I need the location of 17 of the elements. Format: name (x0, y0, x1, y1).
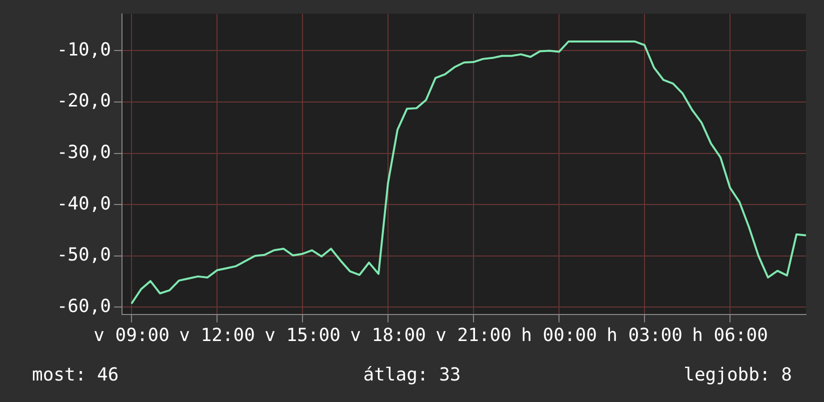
text: most: 46 (32, 364, 119, 386)
x-tick-label: v 09:00 (94, 324, 170, 346)
y-tick-label: -40,0 (56, 193, 111, 214)
x-tick-label: h 06:00 (692, 324, 768, 346)
x-tick-label: v 12:00 (179, 324, 255, 346)
y-tick-label: -10,0 (56, 39, 111, 60)
y-tick-label: -50,0 (56, 244, 111, 266)
x-tick-label: v 18:00 (350, 324, 426, 346)
x-tick-label: v 15:00 (264, 324, 340, 346)
y-tick-label: -20,0 (56, 90, 111, 112)
x-tick-label: h 00:00 (521, 324, 597, 346)
y-tick-label: -60,0 (56, 296, 111, 317)
text: átlag: 33 (363, 364, 461, 386)
x-tick-label: h 03:00 (606, 324, 682, 346)
text: legjobb: 8 (684, 364, 792, 386)
y-tick-label: -30,0 (56, 142, 111, 163)
x-tick-label: v 21:00 (436, 324, 512, 346)
